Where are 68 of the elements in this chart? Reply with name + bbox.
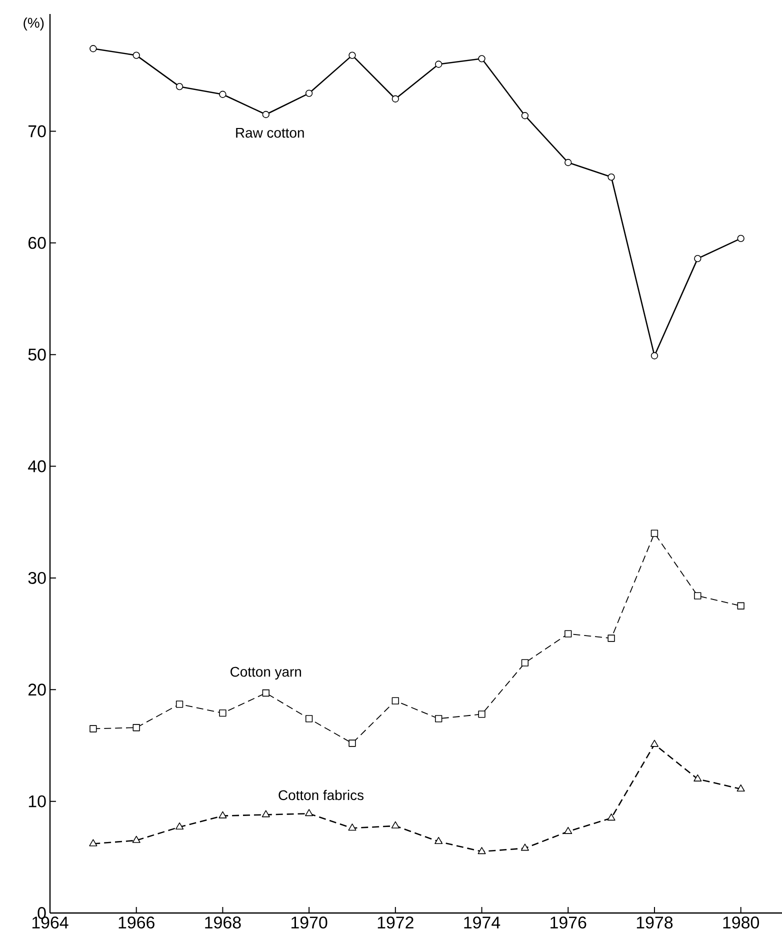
y-axis-title: (%) [24, 18, 44, 31]
point [694, 592, 702, 600]
y-tick-label: 60 [28, 236, 46, 249]
point [262, 689, 270, 697]
x-tick-label: 1966 [118, 916, 154, 929]
y-tick-label: 70 [28, 125, 46, 138]
y-tick-label: 40 [28, 460, 46, 472]
y-tick-label: 20 [28, 684, 46, 696]
point [305, 809, 314, 816]
point [737, 234, 744, 242]
point [219, 710, 226, 717]
point [650, 740, 658, 747]
point [737, 602, 744, 610]
point [90, 725, 97, 732]
point [262, 110, 270, 118]
point [520, 844, 529, 851]
point [218, 811, 227, 818]
point [132, 52, 140, 59]
point [564, 826, 572, 834]
y-tick-label: 10 [28, 795, 46, 808]
point [478, 710, 486, 718]
point [435, 715, 442, 722]
point [608, 173, 615, 181]
point [305, 715, 313, 722]
point [392, 95, 400, 102]
point [650, 352, 658, 360]
point [305, 90, 313, 97]
point [736, 784, 745, 792]
point [348, 824, 356, 831]
point [89, 839, 98, 846]
point [478, 55, 486, 62]
point [650, 530, 658, 537]
point [694, 774, 702, 782]
point [478, 846, 486, 854]
series-label: Cotton fabrics [278, 790, 364, 800]
point [434, 836, 443, 844]
x-tick-label: 1964 [32, 916, 68, 929]
point [521, 112, 529, 120]
series-label: Cotton yarn [230, 666, 302, 680]
point [132, 836, 140, 843]
point [608, 634, 615, 642]
series-label: Raw cotton [236, 128, 304, 138]
point [435, 60, 442, 68]
point [262, 810, 270, 818]
point [348, 740, 356, 747]
point [391, 821, 400, 828]
point [132, 724, 140, 732]
point [90, 45, 97, 52]
point [694, 254, 702, 262]
point [176, 822, 184, 830]
x-tick-label: 1978 [636, 916, 673, 929]
point [392, 697, 400, 704]
point [176, 82, 184, 90]
point [521, 659, 529, 666]
x-tick-label: 1968 [205, 916, 241, 929]
x-tick-label: 1970 [292, 916, 328, 929]
x-tick-label: 1976 [550, 916, 586, 929]
y-tick-label: 50 [28, 348, 46, 361]
x-tick-label: 1980 [723, 916, 760, 929]
point [564, 158, 572, 166]
point [348, 52, 356, 59]
x-tick-label: 1974 [464, 916, 500, 929]
y-tick-label: 30 [28, 572, 46, 584]
point [607, 813, 616, 821]
point [176, 700, 184, 708]
point [219, 90, 226, 98]
x-tick-label: 1972 [378, 916, 414, 929]
point [564, 630, 572, 638]
